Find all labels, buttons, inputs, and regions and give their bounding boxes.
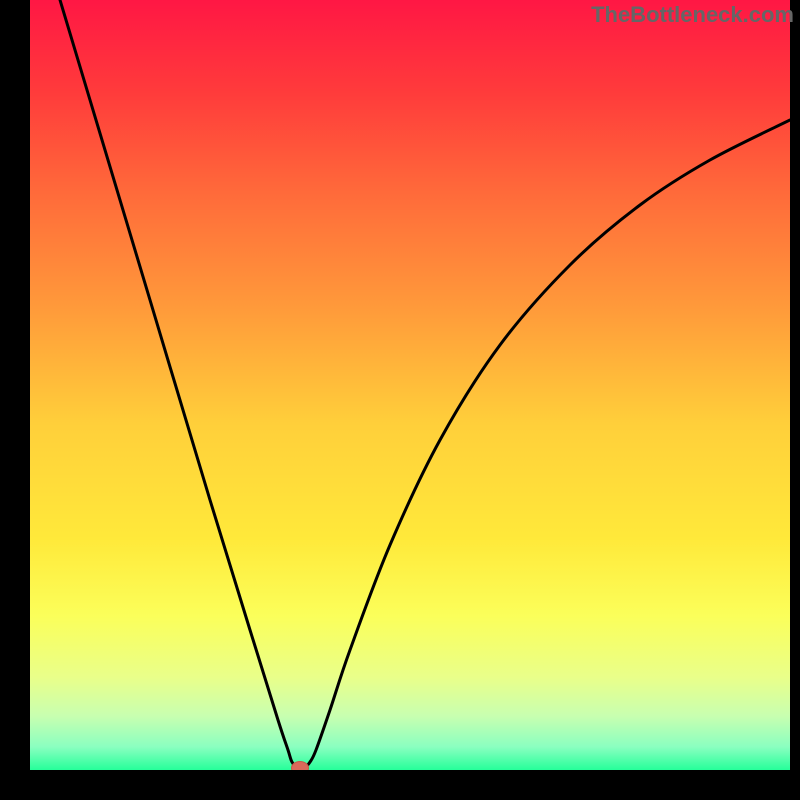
plot-area: [30, 0, 790, 770]
optimal-point-marker: [291, 761, 309, 770]
watermark-text: TheBottleneck.com: [591, 2, 794, 28]
chart-container: { "canvas": { "width": 800, "height": 80…: [0, 0, 800, 800]
bottleneck-curve: [60, 0, 790, 769]
curve-layer: [30, 0, 790, 770]
